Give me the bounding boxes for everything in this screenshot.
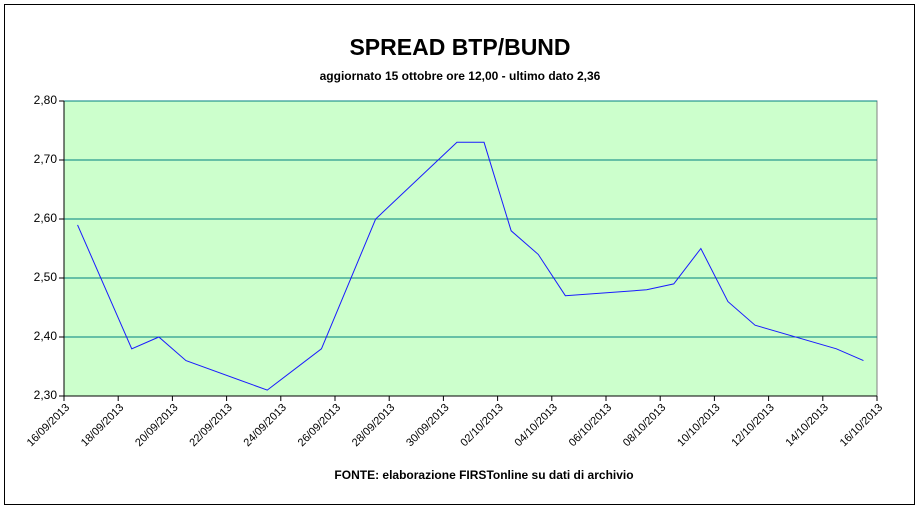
chart-title: SPREAD BTP/BUND: [349, 34, 570, 60]
source-note: FONTE: elaborazione FIRSTonline su dati …: [334, 468, 633, 482]
plot-area: [63, 100, 878, 397]
y-tick-label: 2,40: [34, 329, 58, 343]
y-tick-label: 2,30: [34, 388, 58, 402]
y-tick-label: 2,80: [34, 93, 58, 107]
y-tick-label: 2,50: [34, 270, 58, 284]
y-tick-label: 2,60: [34, 211, 58, 225]
chart-subtitle: aggiornato 15 ottobre ore 12,00 - ultimo…: [320, 69, 601, 83]
data-line: [77, 141, 864, 391]
y-tick-label: 2,70: [34, 152, 58, 166]
